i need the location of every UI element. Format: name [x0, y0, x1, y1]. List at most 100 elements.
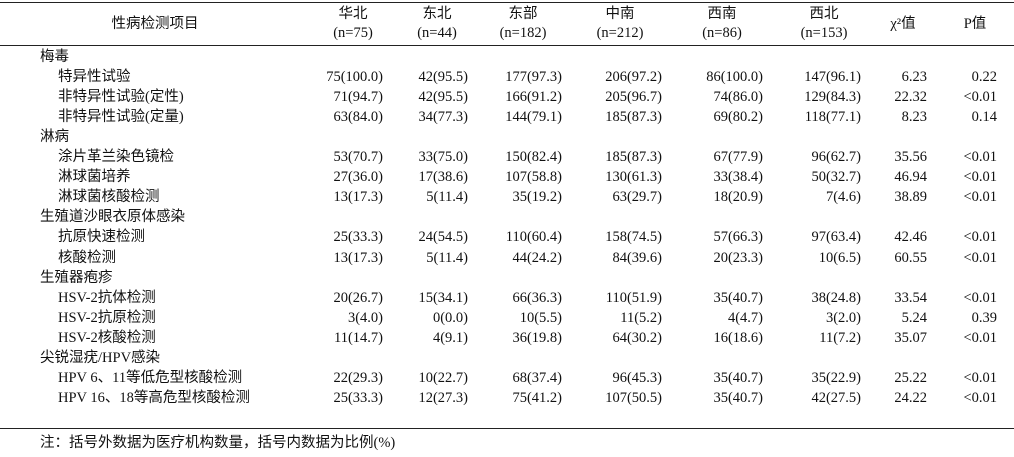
cell: 60.55: [894, 249, 927, 266]
cell: 35(22.9): [811, 369, 861, 386]
cell: 158(74.5): [605, 229, 662, 246]
cell: <0.01: [963, 329, 997, 346]
column-header: 性病检测项目: [111, 16, 199, 32]
column-subheader: (n=212): [596, 25, 644, 41]
cell: 205(96.7): [605, 89, 662, 106]
cell: 206(97.2): [605, 69, 662, 86]
cell: 4(9.1): [432, 329, 468, 346]
cell: 11(14.7): [334, 329, 383, 346]
cell: 22.32: [894, 89, 927, 106]
cell: 35.56: [894, 149, 927, 166]
cell: 46.94: [894, 169, 927, 186]
cell: 107(58.8): [505, 169, 562, 186]
cell: 97(63.4): [811, 229, 861, 246]
column-subheader: (n=182): [499, 25, 547, 41]
group-label: 梅毒: [40, 49, 69, 65]
cell: 15(34.1): [418, 289, 468, 306]
cell: 68(37.4): [512, 369, 562, 386]
row-label: HSV-2抗原检测: [58, 309, 156, 326]
row-label: HPV 16、18等高危型核酸检测: [58, 389, 250, 406]
cell: 20(23.3): [713, 249, 763, 266]
column-header: 华北: [338, 6, 368, 22]
cell: 25(33.3): [333, 229, 383, 246]
cell: 74(86.0): [713, 89, 763, 106]
cell: <0.01: [963, 189, 997, 206]
cell: 24.22: [894, 389, 927, 406]
column-subheader: (n=153): [800, 25, 848, 41]
cell: <0.01: [963, 249, 997, 266]
cell: 8.23: [901, 109, 927, 126]
cell: 33(75.0): [418, 149, 468, 166]
cell: 84(39.6): [612, 249, 662, 266]
cell: <0.01: [963, 369, 997, 386]
row-label: 涂片革兰染色镜检: [58, 149, 174, 166]
cell: 35(19.2): [512, 189, 562, 206]
cell: 50(32.7): [811, 169, 861, 186]
cell: 177(97.3): [505, 69, 562, 86]
column-header: 西北: [809, 6, 839, 22]
cell: 33.54: [894, 289, 927, 306]
group-label: 生殖器疱疹: [40, 269, 113, 286]
cell: 129(84.3): [804, 89, 861, 106]
cell: 185(87.3): [605, 149, 662, 166]
column-header: χ²值: [890, 16, 916, 32]
cell: 42(95.5): [418, 89, 468, 106]
cell: 5.24: [901, 309, 927, 326]
cell: 42.46: [894, 229, 927, 246]
cell: 13(17.3): [333, 189, 383, 206]
cell: 53(70.7): [333, 149, 383, 166]
bottom-rule: [0, 428, 1014, 429]
cell: 63(29.7): [612, 189, 662, 206]
cell: 185(87.3): [605, 109, 662, 126]
cell: 34(77.3): [418, 109, 468, 126]
group-label: 尖锐湿疣/HPV感染: [40, 349, 161, 366]
cell: 67(77.9): [713, 149, 763, 166]
cell: 11(7.2): [819, 329, 861, 346]
cell: 18(20.9): [713, 189, 763, 206]
cell: 75(41.2): [512, 389, 562, 406]
cell: 64(30.2): [612, 329, 662, 346]
cell: 86(100.0): [706, 69, 763, 86]
cell: <0.01: [963, 89, 997, 106]
row-label: 特异性试验: [58, 69, 131, 86]
group-label: 淋病: [40, 129, 69, 146]
cell: 0.22: [971, 69, 997, 86]
cell: 10(5.5): [519, 309, 562, 326]
row-label: 非特异性试验(定性): [58, 89, 184, 106]
cell: 24(54.5): [418, 229, 468, 246]
cell: 57(66.3): [713, 229, 763, 246]
cell: 75(100.0): [326, 69, 383, 86]
table-note: 注：括号外数据为医疗机构数量，括号内数据为比例(%): [40, 435, 396, 451]
cell: 22(29.3): [333, 369, 383, 386]
cell: 27(36.0): [333, 169, 383, 186]
cell: 33(38.4): [713, 169, 763, 186]
cell: 3(2.0): [825, 309, 861, 326]
column-subheader: (n=86): [702, 25, 742, 41]
row-label: HSV-2抗体检测: [58, 289, 156, 306]
cell: 42(27.5): [811, 389, 861, 406]
column-header: 西南: [707, 6, 737, 22]
cell: <0.01: [963, 149, 997, 166]
cell: 44(24.2): [512, 249, 562, 266]
cell: 110(51.9): [605, 289, 662, 306]
cell: 6.23: [901, 69, 927, 86]
cell: 0(0.0): [432, 309, 468, 326]
cell: <0.01: [963, 389, 997, 406]
cell: 96(45.3): [612, 369, 662, 386]
cell: 96(62.7): [811, 149, 861, 166]
cell: 4(4.7): [727, 309, 763, 326]
column-subheader: (n=75): [333, 25, 373, 41]
group-label: 生殖道沙眼衣原体感染: [40, 209, 185, 226]
cell: 118(77.1): [804, 109, 861, 126]
cell: 12(27.3): [418, 389, 468, 406]
row-label: 非特异性试验(定量): [58, 109, 184, 126]
cell: 3(4.0): [347, 309, 383, 326]
cell: 38(24.8): [811, 289, 861, 306]
column-header: 东部: [508, 6, 538, 22]
top-rule: [0, 2, 1014, 3]
row-label: 淋球菌培养: [58, 169, 131, 186]
row-label: HPV 6、11等低危型核酸检测: [58, 369, 243, 386]
cell: 13(17.3): [333, 249, 383, 266]
header-rule: [0, 45, 1014, 46]
